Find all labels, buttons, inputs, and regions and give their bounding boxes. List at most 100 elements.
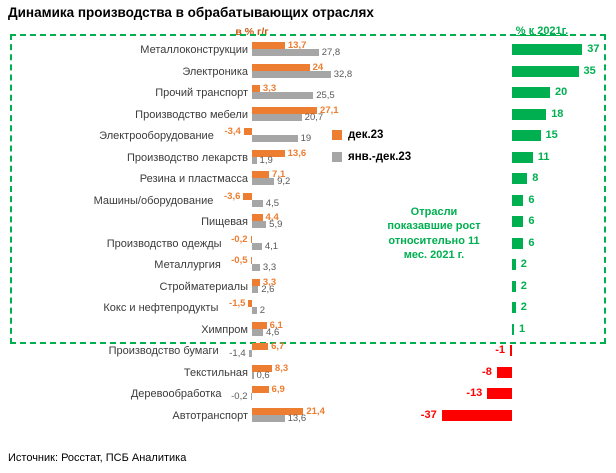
category-label: Производство лекарств <box>127 151 248 164</box>
chart-row: Химпром 6,1 4,6 1 <box>0 319 616 341</box>
chart-row: Стройматериалы 3,3 2,6 2 <box>0 276 616 298</box>
dec23-bar <box>252 278 260 286</box>
dec23-value: 13,7 <box>287 40 307 51</box>
jan-dec23-value: 4,1 <box>264 240 279 252</box>
dec23-bar <box>252 42 285 49</box>
dec23-value: -0,2 <box>231 233 248 245</box>
dec23-bar <box>252 149 285 157</box>
jan-dec23-value: 0,6 <box>256 369 270 381</box>
chart-row: Производство мебели 27,1 20,7 18 <box>0 104 616 126</box>
vs2021-value: 6 <box>528 193 535 206</box>
dec23-bar <box>252 63 310 71</box>
category-label: Машины/оборудование <box>93 194 214 207</box>
jan-dec23-value: 9,2 <box>277 176 291 187</box>
vs2021-bar <box>512 173 528 184</box>
category-label: Металлоконструкции <box>140 44 248 56</box>
category-label: Производство бумаги <box>108 345 219 357</box>
legend-label-dec23: дек.23 <box>348 129 384 141</box>
chart-row: Резина и пластмасса 7,1 9,2 8 <box>0 168 616 190</box>
category-label: Резина и пластмасса <box>139 173 248 185</box>
jan-dec23-value: 25,5 <box>316 90 335 101</box>
vs2021-bar <box>510 345 512 356</box>
chart-row: Деревообработка 6,9 -0,2 -13 <box>0 383 616 405</box>
vs2021-bar <box>512 259 516 270</box>
vs2021-value: 6 <box>528 236 535 249</box>
vs2021-value: 8 <box>532 172 539 184</box>
jan-dec23-value: 19 <box>300 133 312 144</box>
chart-row: Кокс и нефтепродукты -1,5 2 2 <box>0 297 616 319</box>
jan-dec23-bar <box>252 328 264 336</box>
jan-dec23-value: 2 <box>259 305 266 316</box>
dec23-swatch-icon <box>332 130 342 140</box>
vs2021-value: 1 <box>519 322 526 335</box>
chart-row: Производство одежды -0,2 4,1 6 <box>0 233 616 255</box>
jan-dec23-value: 27,8 <box>321 47 341 58</box>
jan-dec23-bar <box>252 371 254 379</box>
vs2021-bar <box>512 302 516 313</box>
dec23-value: 6,7 <box>271 341 285 352</box>
dec23-value: -0,5 <box>231 255 248 266</box>
category-label: Прочий транспорт <box>155 87 248 99</box>
dec23-value: -1,5 <box>229 298 246 309</box>
legend-item-jan-dec23: янв.-дек.23 <box>332 149 411 165</box>
dec23-value: 24 <box>312 61 324 73</box>
jan-dec23-value: 20,7 <box>304 111 324 123</box>
vs2021-bar <box>512 108 547 120</box>
chart-row: Металлургия -0,5 3,3 2 <box>0 254 616 276</box>
jan-dec23-bar <box>252 92 314 99</box>
dec23-bar <box>252 407 304 415</box>
dec23-value: 6,1 <box>269 319 283 331</box>
source-note: Источник: Росстат, ПСБ Аналитика <box>8 452 187 464</box>
jan-dec23-bar <box>252 135 298 142</box>
dec23-bar <box>243 192 252 200</box>
vs2021-bar <box>496 366 512 378</box>
jan-dec23-swatch-icon <box>332 152 342 162</box>
jan-dec23-value: 4,5 <box>265 197 280 209</box>
dec23-value: 3,3 <box>262 276 277 288</box>
vs2021-value: 18 <box>551 107 564 120</box>
jan-dec23-bar <box>252 199 263 207</box>
jan-dec23-bar <box>252 285 259 293</box>
vs2021-value: 6 <box>528 215 535 227</box>
category-label: Текстильная <box>183 366 248 379</box>
chart-row: Электрооборудование -3,4 19 15 <box>0 125 616 147</box>
category-label: Пищевая <box>201 216 248 228</box>
vs2021-value: 2 <box>520 279 527 292</box>
vs2021-bar <box>512 194 524 206</box>
jan-dec23-bar <box>252 156 257 164</box>
dec23-value: 6,9 <box>271 384 285 395</box>
vs2021-bar <box>512 237 524 249</box>
page-title: Динамика производства в обрабатывающих о… <box>8 5 374 20</box>
dec23-bar <box>252 106 318 114</box>
vs2021-bar <box>512 130 541 141</box>
dec23-bar <box>250 257 252 264</box>
category-label: Стройматериалы <box>159 280 248 293</box>
dec23-value: 27,1 <box>320 104 339 116</box>
chart-row: Производство лекарств 13,6 1,9 11 <box>0 147 616 169</box>
vs2021-bar <box>441 409 512 421</box>
dec23-bar <box>252 321 267 329</box>
dec23-bar <box>252 386 269 393</box>
dec23-value: 7,1 <box>272 169 286 180</box>
jan-dec23-bar <box>252 178 275 185</box>
vs2021-value: 11 <box>537 150 550 163</box>
jan-dec23-value: 1,9 <box>259 154 273 166</box>
jan-dec23-value: -1,4 <box>229 348 246 359</box>
category-label: Производство одежды <box>106 237 222 250</box>
vs2021-value: -37 <box>420 408 437 421</box>
jan-dec23-value: 13,6 <box>287 412 307 424</box>
vs2021-value: 2 <box>520 258 527 270</box>
chart-row: Текстильная 8,3 0,6 -8 <box>0 362 616 384</box>
dec23-value: 21,4 <box>306 405 325 417</box>
jan-dec23-value: 3,3 <box>262 262 277 273</box>
vs2021-bar <box>487 388 512 399</box>
category-label: Электроника <box>182 65 248 78</box>
vs2021-bar <box>512 65 579 77</box>
jan-dec23-value: 32,8 <box>333 68 353 80</box>
dec23-bar <box>243 128 252 135</box>
dec23-bar <box>252 85 260 92</box>
vs2021-bar <box>512 44 583 55</box>
dec23-value: 8,3 <box>274 362 289 374</box>
jan-dec23-bar <box>252 264 260 271</box>
dec23-bar <box>252 214 263 221</box>
